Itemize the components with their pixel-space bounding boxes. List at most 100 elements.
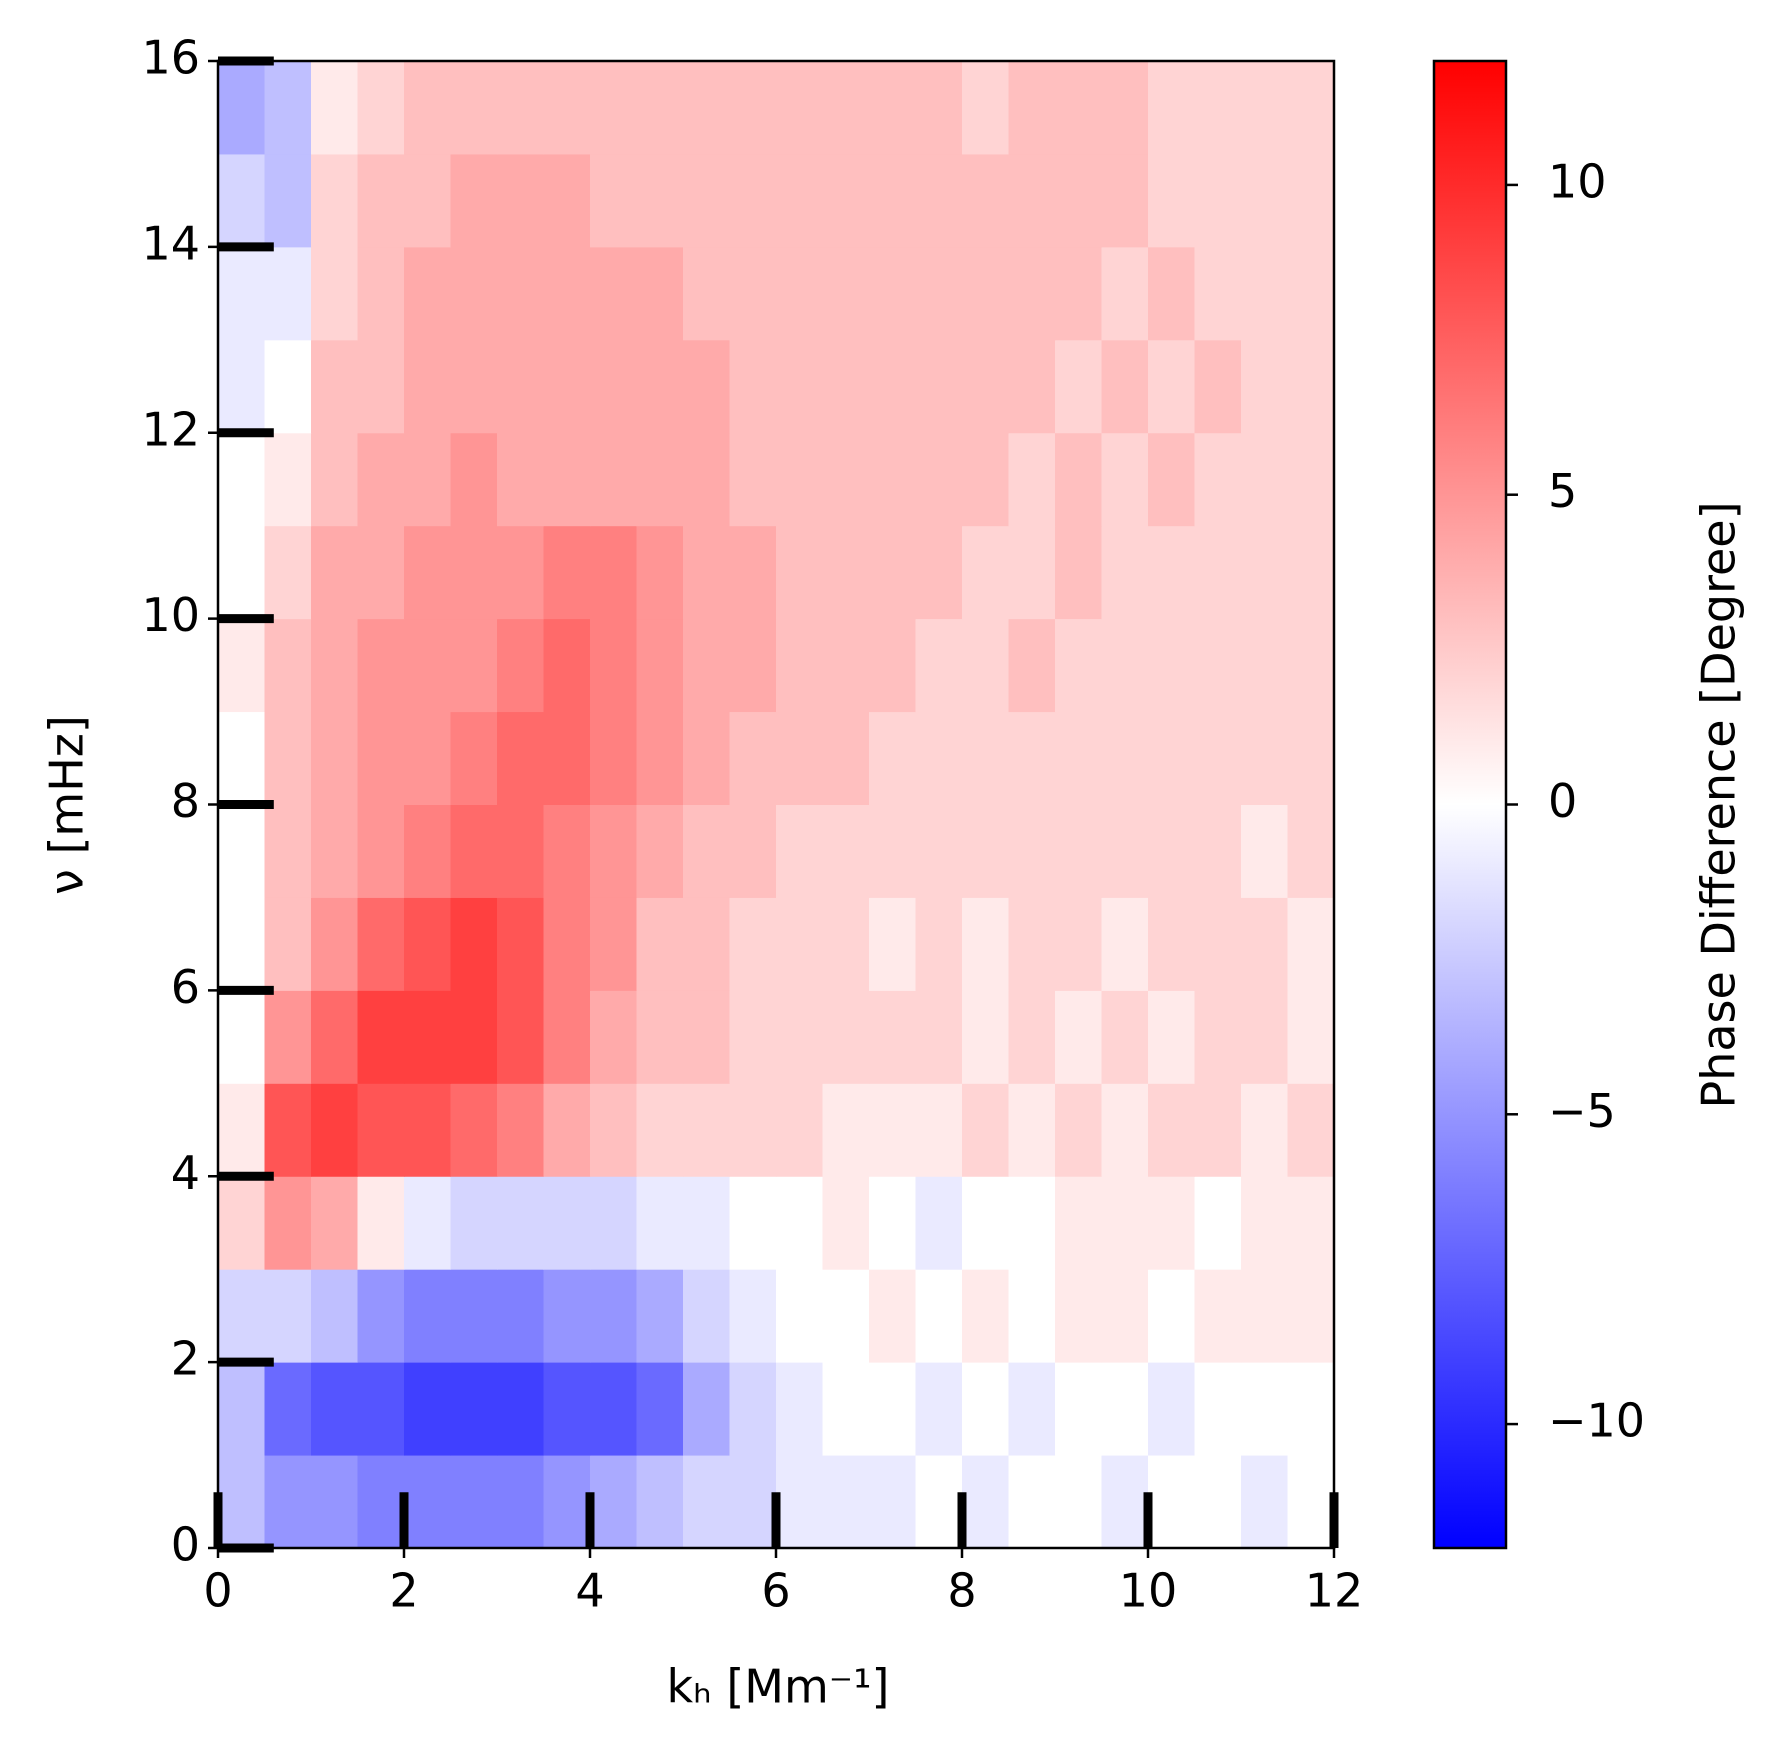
- heatmap-cell: [869, 618, 916, 713]
- heatmap-cell: [1055, 61, 1102, 155]
- heatmap-cell: [915, 61, 963, 155]
- heatmap-cell: [915, 1176, 963, 1270]
- heatmap-cell: [636, 246, 684, 341]
- heatmap-cell: [1055, 1455, 1102, 1549]
- heatmap-cell: [1055, 1083, 1102, 1177]
- heatmap-cell: [1241, 153, 1288, 248]
- heatmap-cell: [729, 339, 777, 434]
- heatmap-cell: [543, 432, 591, 527]
- heatmap-cell: [1055, 618, 1102, 713]
- heatmap-cell: [636, 990, 684, 1084]
- heatmap-cell: [915, 990, 963, 1084]
- heatmap-cell: [404, 339, 451, 434]
- heatmap-cell: [822, 990, 870, 1084]
- colorbar: [1432, 59, 1508, 1550]
- heatmap-cell: [1241, 1176, 1288, 1270]
- heatmap-cell: [264, 339, 312, 434]
- heatmap-cell: [1101, 990, 1149, 1084]
- heatmap-cell: [404, 711, 451, 805]
- heatmap-cell: [962, 1176, 1009, 1270]
- heatmap-cell: [962, 246, 1009, 341]
- heatmap-cell: [357, 61, 405, 155]
- heatmap-cell: [543, 153, 591, 248]
- x-tick-label: 10: [1119, 1564, 1178, 1618]
- heatmap-cell: [357, 618, 405, 713]
- heatmap-cell: [962, 153, 1009, 248]
- heatmap-cell: [450, 711, 498, 805]
- heatmap-cell: [915, 1455, 963, 1549]
- heatmap-cell: [218, 1455, 265, 1549]
- heatmap-cell: [869, 804, 916, 898]
- heatmap-cell: [450, 246, 498, 341]
- heatmap-cell: [1055, 153, 1102, 248]
- heatmap-cell: [311, 432, 358, 527]
- heatmap-cell: [776, 432, 823, 527]
- heatmap-cell: [729, 1083, 777, 1177]
- heatmap-cell: [636, 804, 684, 898]
- heatmap-cell: [915, 432, 963, 527]
- heatmap-cell: [1194, 1176, 1242, 1270]
- heatmap-cell: [1287, 1269, 1335, 1363]
- x-tick-label: 6: [761, 1564, 790, 1618]
- heatmap-cell: [264, 1269, 312, 1363]
- heatmap-cell: [1101, 61, 1149, 155]
- heatmap-cell: [1241, 246, 1288, 341]
- heatmap-cell: [450, 339, 498, 434]
- heatmap-cell: [311, 897, 358, 991]
- heatmap-cell: [822, 1083, 870, 1177]
- heatmap-cell: [1101, 618, 1149, 713]
- heatmap-cell: [357, 432, 405, 527]
- y-tick-label: 4: [171, 1146, 200, 1200]
- heatmap-cell: [1148, 897, 1195, 991]
- heatmap-cell: [1148, 804, 1195, 898]
- heatmap-cell: [264, 246, 312, 341]
- heatmap-cell: [1194, 711, 1242, 805]
- heatmap-cell: [729, 897, 777, 991]
- colorbar-tick-label: 10: [1548, 154, 1607, 208]
- heatmap-cell: [822, 61, 870, 155]
- heatmap-cell: [822, 711, 870, 805]
- y-tick-label: 0: [171, 1518, 200, 1572]
- heatmap-cell: [404, 1455, 451, 1549]
- heatmap-cell: [1194, 246, 1242, 341]
- heatmap-cell: [962, 61, 1009, 155]
- heatmap-cell: [822, 525, 870, 620]
- heatmap-cell: [357, 1176, 405, 1270]
- heatmap-cell: [1241, 990, 1288, 1084]
- heatmap-cell: [1241, 1083, 1288, 1177]
- heatmap-cell: [1241, 897, 1288, 991]
- heatmap-cell: [1148, 339, 1195, 434]
- heatmap-cell: [1055, 990, 1102, 1084]
- heatmap-cell: [1287, 339, 1335, 434]
- heatmap-cell: [683, 432, 730, 527]
- heatmap-cell: [1287, 897, 1335, 991]
- heatmap-cell: [869, 1455, 916, 1549]
- heatmap-cell: [869, 525, 916, 620]
- heatmap-cell: [1241, 525, 1288, 620]
- heatmap-cell: [1194, 153, 1242, 248]
- heatmap-cell: [590, 1455, 637, 1549]
- heatmap-cell: [218, 432, 265, 527]
- heatmap-cell: [497, 1083, 544, 1177]
- heatmap-cell: [264, 432, 312, 527]
- heatmap-cell: [729, 246, 777, 341]
- heatmap-cell: [776, 1083, 823, 1177]
- heatmap-cell: [1101, 1269, 1149, 1363]
- heatmap-cell: [218, 339, 265, 434]
- heatmap-cell: [1055, 804, 1102, 898]
- heatmap-cell: [450, 804, 498, 898]
- heatmap-cell: [1148, 1083, 1195, 1177]
- heatmap-cell: [311, 1176, 358, 1270]
- heatmap-cell: [822, 153, 870, 248]
- heatmap-cell: [311, 1083, 358, 1177]
- heatmap-cell: [1148, 1269, 1195, 1363]
- heatmap-cell: [311, 246, 358, 341]
- heatmap-cell: [1241, 1362, 1288, 1456]
- heatmap-cell: [497, 618, 544, 713]
- y-tick-label: 8: [171, 774, 200, 828]
- heatmap-cell: [1194, 1083, 1242, 1177]
- heatmap-cell: [962, 1083, 1009, 1177]
- y-axis-label: ν [mHz]: [40, 715, 94, 895]
- heatmap-cell: [497, 339, 544, 434]
- heatmap-cell: [450, 1269, 498, 1363]
